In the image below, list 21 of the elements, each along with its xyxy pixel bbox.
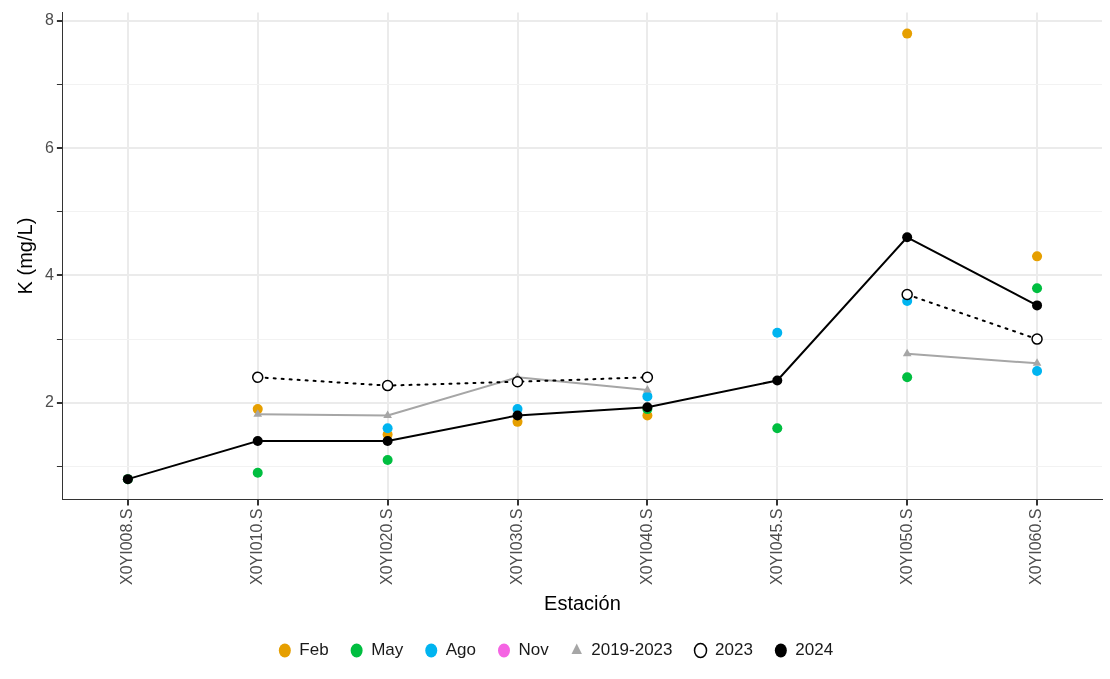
x-tick-label: X0YI050.S	[897, 508, 915, 585]
x-tick-label: X0YI020.S	[378, 508, 396, 585]
x-tick-label: X0YI008.S	[118, 508, 136, 585]
x-tick-label: X0YI040.S	[637, 508, 655, 585]
legend-label: 2019-2023	[591, 640, 673, 660]
x-axis-title: Estación	[544, 591, 621, 614]
legend-label: May	[371, 640, 404, 660]
x-tick-label: X0YI030.S	[507, 508, 525, 585]
y-tick-label: 2	[44, 393, 54, 411]
y-axis-title: K (mg/L)	[13, 217, 36, 295]
x-tick-label: X0YI010.S	[248, 508, 266, 585]
legend-label: Feb	[299, 640, 329, 660]
y-tick-label: 6	[44, 138, 54, 156]
y-tick-label: 8	[44, 11, 54, 29]
legend-label: 2024	[795, 640, 834, 660]
legend-label: Ago	[445, 640, 476, 660]
x-tick-label: X0YI045.S	[767, 508, 785, 585]
legend-label: Nov	[518, 640, 550, 660]
x-tick-label: X0YI060.S	[1027, 508, 1045, 585]
legend-label: 2023	[715, 640, 753, 660]
y-tick-label: 4	[44, 265, 54, 283]
